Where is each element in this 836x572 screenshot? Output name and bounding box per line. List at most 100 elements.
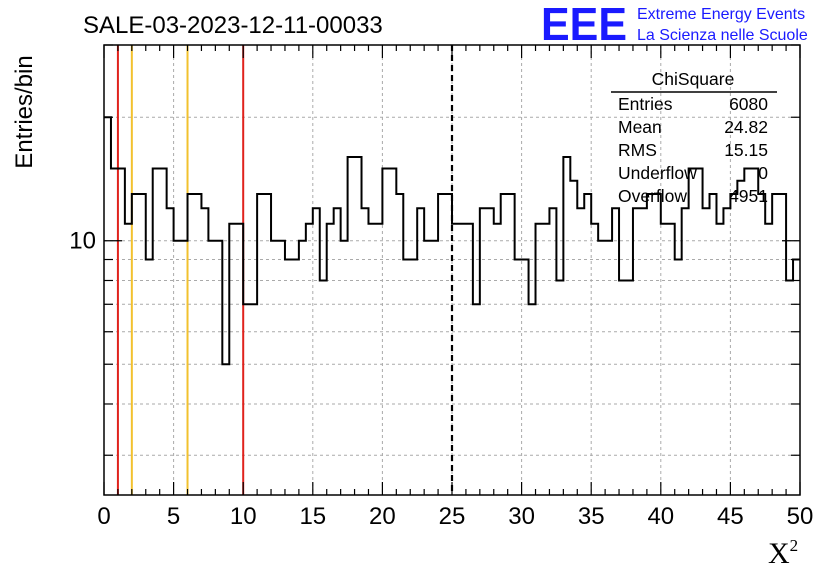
histogram-bin	[264, 193, 271, 195]
histogram-bin	[174, 240, 181, 242]
histogram-bin	[139, 193, 146, 195]
histogram-bin	[612, 207, 619, 209]
histogram-bin	[222, 363, 229, 365]
histogram-bin	[633, 207, 640, 209]
histogram-bin	[229, 223, 236, 225]
histogram-bin	[424, 240, 431, 242]
histogram-bin	[703, 207, 710, 209]
histogram-bin	[480, 207, 487, 209]
histogram-bin	[257, 193, 264, 195]
histogram-bin	[188, 193, 195, 195]
histogram-bin	[591, 223, 598, 225]
histogram-outline	[104, 116, 800, 366]
histogram-bin	[598, 240, 605, 242]
histogram-bin	[584, 193, 591, 195]
eee-logo-line1: Extreme Energy Events	[637, 6, 805, 23]
histogram-bin	[431, 240, 438, 242]
reference-lines	[116, 45, 454, 495]
histogram-bin	[320, 279, 327, 281]
y-axis-label: Entries/bin	[11, 55, 38, 168]
histogram-bin	[181, 240, 188, 242]
x-axis-label-superscript: 2	[790, 536, 799, 555]
histogram-bin	[236, 223, 243, 225]
histogram-bin	[375, 223, 382, 225]
histogram-bin	[508, 193, 515, 195]
histogram-bin	[132, 193, 139, 195]
x-tick-label: 15	[299, 503, 326, 530]
histogram-bin	[542, 223, 549, 225]
x-tick-label: 20	[369, 503, 396, 530]
histogram-bin	[619, 279, 626, 281]
stats-value-underflow: 0	[758, 163, 768, 183]
y-axis: 10	[69, 44, 800, 456]
histogram-bin	[201, 207, 208, 209]
x-tick-label: 10	[230, 503, 257, 530]
x-tick-label: 40	[647, 503, 674, 530]
stats-label-entries: Entries	[618, 94, 673, 114]
histogram-bin	[327, 223, 334, 225]
histogram-bin	[445, 193, 452, 195]
x-tick-label: 30	[508, 503, 535, 530]
histogram-bin	[723, 207, 730, 209]
x-axis-label-base: X	[768, 537, 790, 570]
stats-box: ChiSquare Entries 6080 Mean 24.82 RMS 15…	[611, 69, 777, 206]
histogram-bin	[570, 180, 577, 182]
histogram-bin	[313, 207, 320, 209]
histogram-bin	[522, 259, 529, 261]
histogram-bin	[459, 223, 466, 225]
histogram-bin	[299, 240, 306, 242]
histogram-bin	[682, 207, 689, 209]
histogram-bin	[355, 156, 362, 158]
histogram-bin	[362, 207, 369, 209]
histogram-bin	[751, 167, 758, 169]
histogram-bin	[473, 303, 480, 305]
eee-logo-line2: La Scienza nelle Scuole	[637, 27, 808, 44]
histogram-bin	[744, 167, 751, 169]
stats-label-rms: RMS	[618, 140, 657, 160]
histogram-bin	[710, 193, 717, 195]
histogram-bin	[194, 193, 201, 195]
histogram-bin	[292, 259, 299, 261]
histogram-bin	[515, 259, 522, 261]
histogram-bin	[167, 207, 174, 209]
histogram-bin	[278, 240, 285, 242]
histogram-bin	[285, 259, 292, 261]
histogram-bin	[716, 223, 723, 225]
histogram-bin	[765, 223, 772, 225]
x-tick-label: 0	[97, 503, 110, 530]
y-tick-label: 10	[69, 228, 96, 255]
histogram-bin	[396, 193, 403, 195]
x-tick-label: 25	[439, 503, 466, 530]
histogram-bin	[563, 156, 570, 158]
histogram-bin	[368, 223, 375, 225]
x-tick-label: 45	[717, 503, 744, 530]
x-axis: 0 5 10 15 20 25 30 35 40 45 50	[97, 45, 813, 530]
histogram-bin	[452, 223, 459, 225]
stats-title: ChiSquare	[652, 69, 735, 89]
x-tick-label: 5	[167, 503, 180, 530]
histogram-bin	[661, 223, 668, 225]
histogram-bin	[146, 259, 153, 261]
histogram-bin	[577, 207, 584, 209]
histogram-bin	[215, 240, 222, 242]
histogram-bin	[626, 279, 633, 281]
histogram-bin	[494, 223, 501, 225]
histogram-bin	[250, 303, 257, 305]
histogram-bin	[153, 167, 160, 169]
x-tick-label: 50	[787, 503, 814, 530]
histogram-bin	[549, 207, 556, 209]
stats-label-underflow: Underflow	[618, 163, 697, 183]
histogram-bin	[501, 193, 508, 195]
histogram-bin	[605, 240, 612, 242]
stats-value-entries: 6080	[729, 94, 768, 114]
histogram-bin	[243, 303, 250, 305]
histogram-bin	[668, 223, 675, 225]
eee-logo-text: EEE	[541, 0, 627, 50]
stats-label-mean: Mean	[618, 117, 662, 137]
histogram-bin	[529, 303, 536, 305]
eee-logo: EEE Extreme Energy Events La Scienza nel…	[541, 0, 808, 50]
histogram-bin	[208, 240, 215, 242]
histogram-bin	[737, 180, 744, 182]
stats-value-rms: 15.15	[724, 140, 768, 160]
histogram-bin	[118, 167, 125, 169]
